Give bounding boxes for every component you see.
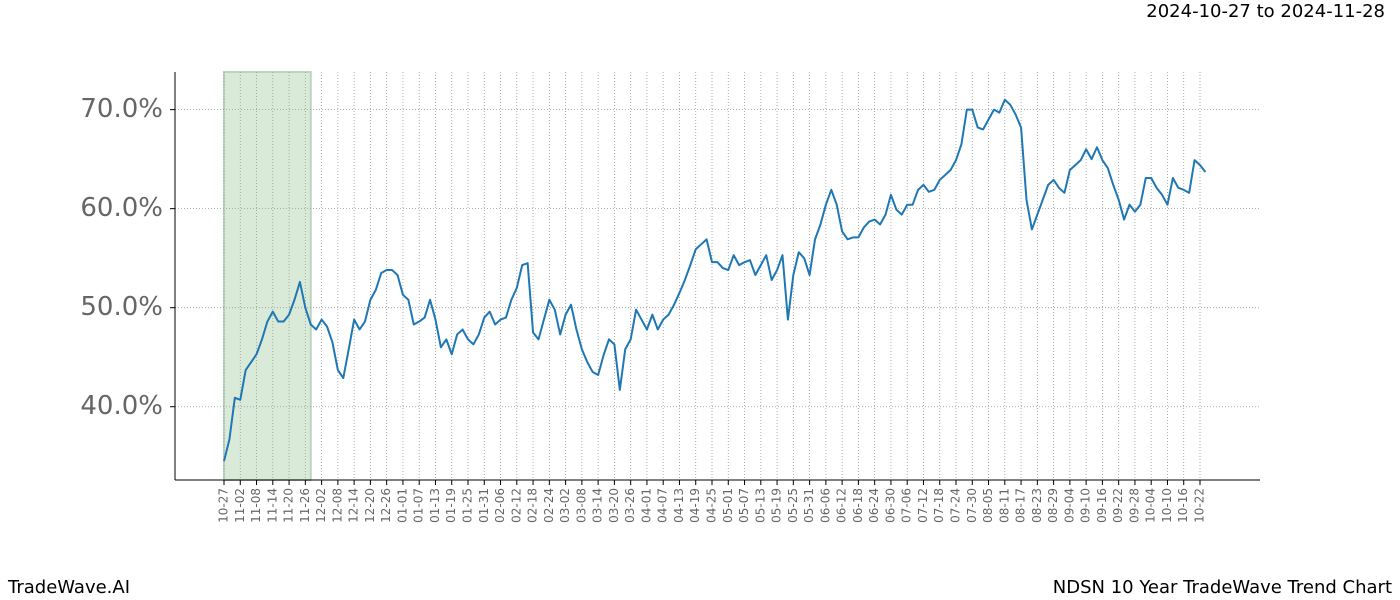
x-tick-label: 02-06 bbox=[493, 488, 507, 523]
x-tick-label: 11-02 bbox=[233, 488, 247, 523]
x-tick-label: 09-10 bbox=[1079, 488, 1093, 523]
x-tick-label: 04-19 bbox=[688, 488, 702, 523]
x-tick-label: 03-08 bbox=[574, 488, 588, 523]
x-tick-label: 09-04 bbox=[1062, 488, 1076, 523]
x-tick-label: 09-28 bbox=[1127, 488, 1141, 523]
x-tick-label: 06-30 bbox=[883, 488, 897, 523]
x-tick-label: 01-07 bbox=[412, 488, 426, 523]
x-tick-label: 05-19 bbox=[770, 488, 784, 523]
x-tick-label: 03-26 bbox=[623, 488, 637, 523]
y-tick-label: 50.0% bbox=[80, 292, 163, 322]
x-tick-label: 06-12 bbox=[835, 488, 849, 523]
x-tick-label: 12-14 bbox=[347, 488, 361, 523]
x-tick-label: 01-13 bbox=[428, 488, 442, 523]
chart-subtitle: 2024-10-27 to 2024-11-28 bbox=[1146, 1, 1385, 22]
x-tick-label: 01-31 bbox=[477, 488, 491, 523]
x-tick-label: 01-01 bbox=[395, 488, 409, 523]
x-tick-label: 10-10 bbox=[1160, 488, 1174, 523]
x-tick-label: 03-02 bbox=[558, 488, 572, 523]
trend-line bbox=[223, 98, 1207, 462]
x-tick-label: 01-19 bbox=[444, 488, 458, 523]
x-tick-label: 05-07 bbox=[737, 488, 751, 523]
x-tick-label: 07-06 bbox=[900, 488, 914, 523]
x-tick-label: 10-16 bbox=[1176, 488, 1190, 523]
x-tick-label: 03-14 bbox=[591, 488, 605, 523]
x-tick-label: 02-12 bbox=[509, 488, 523, 523]
x-tick-label: 12-08 bbox=[330, 488, 344, 523]
x-tick-label: 01-25 bbox=[461, 488, 475, 523]
x-tick-label: 07-18 bbox=[932, 488, 946, 523]
x-tick-label: 04-07 bbox=[656, 488, 670, 523]
x-tick-label: 09-22 bbox=[1111, 488, 1125, 523]
x-tick-label: 04-13 bbox=[672, 488, 686, 523]
y-tick-label: 40.0% bbox=[80, 391, 163, 421]
x-tick-label: 07-30 bbox=[965, 488, 979, 523]
footer-left: TradeWave.AI bbox=[7, 577, 130, 598]
x-tick-label: 11-14 bbox=[265, 488, 279, 523]
x-tick-label: 07-12 bbox=[916, 488, 930, 523]
x-tick-label: 09-16 bbox=[1095, 488, 1109, 523]
x-tick-label: 11-26 bbox=[298, 488, 312, 523]
x-tick-label: 11-20 bbox=[282, 488, 296, 523]
x-tick-label: 08-17 bbox=[1014, 488, 1028, 523]
x-tick-label: 08-11 bbox=[997, 488, 1011, 523]
x-tick-label: 03-20 bbox=[607, 488, 621, 523]
x-tick-label: 12-26 bbox=[379, 488, 393, 523]
x-tick-label: 05-25 bbox=[786, 488, 800, 523]
x-tick-label: 08-05 bbox=[981, 488, 995, 523]
x-tick-label: 08-29 bbox=[1046, 488, 1060, 523]
x-tick-label: 08-23 bbox=[1030, 488, 1044, 523]
y-tick-label: 70.0% bbox=[80, 94, 163, 124]
x-tick-label: 06-24 bbox=[867, 488, 881, 523]
x-tick-label: 04-01 bbox=[639, 488, 653, 523]
x-tick-label: 04-25 bbox=[705, 488, 719, 523]
footer-right: NDSN 10 Year TradeWave Trend Chart bbox=[1053, 577, 1392, 598]
highlight-region bbox=[223, 71, 312, 481]
x-tick-label: 05-01 bbox=[721, 488, 735, 523]
x-tick-label: 05-31 bbox=[802, 488, 816, 523]
x-tick-label: 06-06 bbox=[818, 488, 832, 523]
x-tick-label: 12-20 bbox=[363, 488, 377, 523]
x-tick-label: 11-08 bbox=[249, 488, 263, 523]
x-tick-label: 10-27 bbox=[217, 488, 231, 523]
x-tick-label: 10-22 bbox=[1193, 488, 1207, 523]
y-tick-label: 60.0% bbox=[80, 193, 163, 223]
x-tick-label: 12-02 bbox=[314, 488, 328, 523]
x-tick-label: 06-18 bbox=[851, 488, 865, 523]
x-tick-label: 02-18 bbox=[526, 488, 540, 523]
x-tick-label: 05-13 bbox=[753, 488, 767, 523]
x-tick-label: 02-24 bbox=[542, 488, 556, 523]
x-tick-label: 10-04 bbox=[1144, 488, 1158, 523]
x-tick-label: 07-24 bbox=[949, 488, 963, 523]
